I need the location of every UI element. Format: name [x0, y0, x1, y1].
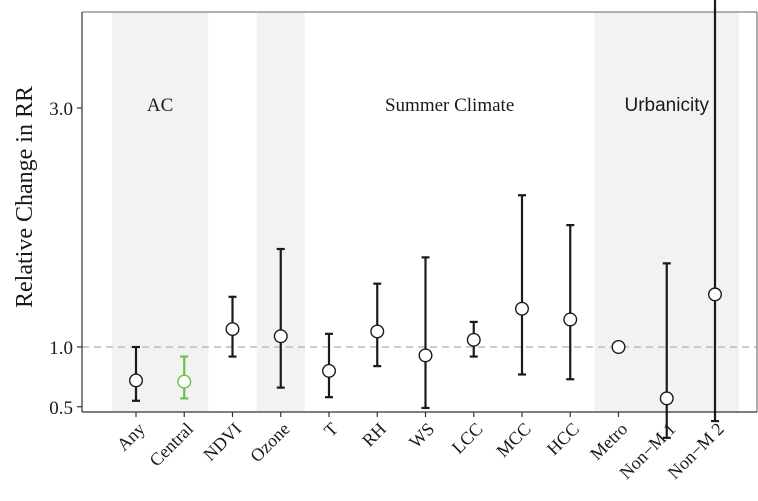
estimate-mcc: [515, 194, 530, 376]
x-tick-label: LCC: [448, 419, 487, 458]
estimate-central: [177, 355, 192, 400]
group-labels: AC Summer Climate Urbanicity: [147, 95, 710, 116]
point-marker: [611, 340, 626, 355]
y-axis-label: Relative Change in RR: [12, 86, 38, 308]
estimate-any: [128, 345, 143, 402]
point-marker: [273, 329, 288, 344]
point-marker: [322, 363, 337, 378]
x-tick-label: Any: [113, 419, 149, 455]
estimate-rh: [370, 282, 385, 368]
estimate-t: [322, 332, 337, 399]
estimate-ozone: [273, 247, 288, 389]
estimate-non-m-2: [708, 0, 723, 423]
point-estimates: [128, 0, 723, 439]
point-marker: [515, 301, 530, 316]
point-marker: [563, 312, 578, 327]
point-marker: [370, 324, 385, 339]
group-band: [112, 12, 209, 412]
estimate-lcc: [466, 320, 481, 358]
point-marker: [225, 322, 240, 337]
point-marker: [128, 373, 143, 388]
estimate-non-m-1: [659, 262, 674, 439]
point-marker: [177, 374, 192, 389]
x-tick-label: WS: [405, 419, 438, 452]
x-tick-label: HCC: [543, 419, 583, 459]
x-tick-label: MCC: [492, 419, 534, 461]
estimate-metro: [611, 340, 626, 355]
x-tick-label: Metro: [586, 419, 631, 464]
point-marker: [708, 287, 723, 302]
point-marker: [659, 391, 674, 406]
group-label: Urbanicity: [625, 95, 710, 116]
x-tick-label: T: [320, 419, 342, 441]
point-marker: [418, 348, 433, 363]
x-tick-label: Central: [145, 419, 197, 471]
estimate-ndvi: [225, 295, 240, 358]
x-tick-label: RH: [358, 419, 390, 451]
x-tick-label: NDVI: [199, 419, 245, 465]
estimate-hcc: [563, 224, 578, 381]
estimate-ws: [418, 256, 433, 410]
y-tick-label: 0.5: [49, 398, 73, 419]
group-label: Summer Climate: [385, 95, 514, 116]
y-tick-label: 1.0: [49, 338, 73, 359]
group-label: AC: [147, 95, 173, 116]
y-tick-label: 3.0: [49, 99, 73, 120]
point-marker: [466, 332, 481, 347]
x-tick-label: Ozone: [246, 419, 293, 466]
